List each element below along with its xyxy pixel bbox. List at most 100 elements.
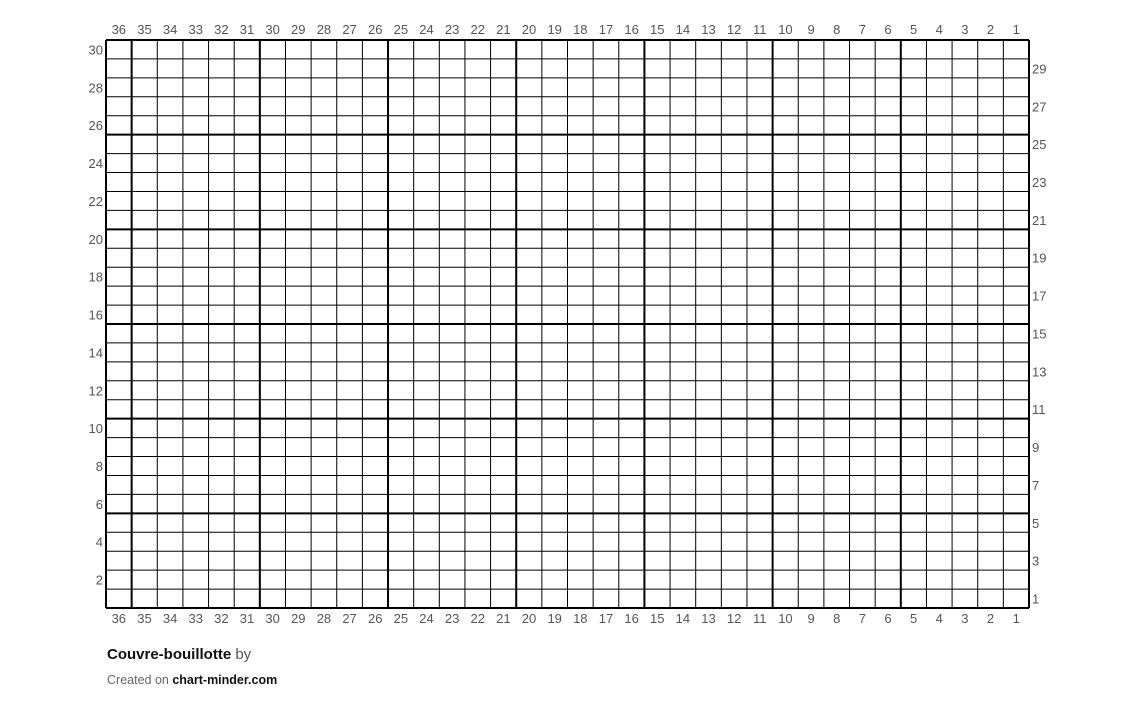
row-label-right: 17	[1032, 289, 1046, 304]
column-label-bottom: 17	[599, 611, 613, 626]
row-label-left: 2	[96, 573, 103, 588]
row-label-right: 1	[1032, 592, 1039, 607]
row-label-left: 8	[96, 459, 103, 474]
row-label-right: 3	[1032, 554, 1039, 569]
column-label-bottom: 30	[265, 611, 279, 626]
column-label-top: 8	[833, 22, 840, 37]
row-label-right: 15	[1032, 326, 1046, 341]
created-on-text: Created on	[107, 673, 169, 687]
column-label-top: 22	[471, 22, 485, 37]
column-label-top: 26	[368, 22, 382, 37]
column-label-bottom: 10	[778, 611, 792, 626]
column-label-top: 31	[240, 22, 254, 37]
column-label-bottom: 12	[727, 611, 741, 626]
row-label-right: 25	[1032, 137, 1046, 152]
row-label-right: 13	[1032, 364, 1046, 379]
column-label-bottom: 13	[701, 611, 715, 626]
column-label-top: 2	[987, 22, 994, 37]
column-label-top: 20	[522, 22, 536, 37]
column-label-bottom: 9	[807, 611, 814, 626]
column-label-bottom: 33	[189, 611, 203, 626]
credit-line: Created on chart-minder.com	[107, 673, 277, 687]
column-label-bottom: 4	[936, 611, 943, 626]
column-label-bottom: 22	[471, 611, 485, 626]
column-label-top: 13	[701, 22, 715, 37]
column-label-top: 6	[884, 22, 891, 37]
column-label-bottom: 2	[987, 611, 994, 626]
row-label-left: 18	[89, 270, 103, 285]
column-label-top: 9	[807, 22, 814, 37]
column-label-top: 24	[419, 22, 433, 37]
column-label-top: 21	[496, 22, 510, 37]
row-label-left: 10	[89, 421, 103, 436]
chart-title: Couvre-bouillotte by	[107, 646, 251, 663]
row-label-right: 29	[1032, 61, 1046, 76]
column-label-bottom: 19	[547, 611, 561, 626]
column-label-bottom: 8	[833, 611, 840, 626]
column-label-bottom: 7	[859, 611, 866, 626]
row-label-left: 24	[89, 156, 103, 171]
column-label-top: 35	[137, 22, 151, 37]
row-label-left: 22	[89, 194, 103, 209]
column-label-bottom: 11	[753, 611, 767, 626]
row-label-right: 7	[1032, 478, 1039, 493]
column-label-top: 19	[547, 22, 561, 37]
column-label-bottom: 31	[240, 611, 254, 626]
column-label-bottom: 1	[1013, 611, 1020, 626]
column-label-bottom: 16	[624, 611, 638, 626]
column-label-bottom: 27	[342, 611, 356, 626]
row-label-right: 11	[1032, 402, 1046, 417]
column-label-top: 3	[961, 22, 968, 37]
column-label-top: 30	[265, 22, 279, 37]
column-label-top: 7	[859, 22, 866, 37]
column-label-bottom: 18	[573, 611, 587, 626]
row-label-left: 4	[96, 535, 103, 550]
column-label-top: 25	[394, 22, 408, 37]
column-label-top: 12	[727, 22, 741, 37]
row-label-left: 30	[89, 42, 103, 57]
column-label-bottom: 28	[317, 611, 331, 626]
row-label-right: 27	[1032, 99, 1046, 114]
column-label-bottom: 36	[112, 611, 126, 626]
row-label-right: 21	[1032, 213, 1046, 228]
column-label-top: 14	[676, 22, 690, 37]
column-label-top: 34	[163, 22, 177, 37]
column-label-top: 10	[778, 22, 792, 37]
column-label-top: 32	[214, 22, 228, 37]
row-label-right: 9	[1032, 440, 1039, 455]
column-label-bottom: 26	[368, 611, 382, 626]
row-label-right: 19	[1032, 251, 1046, 266]
column-label-top: 17	[599, 22, 613, 37]
column-label-top: 29	[291, 22, 305, 37]
row-label-right: 23	[1032, 175, 1046, 190]
site-link[interactable]: chart-minder.com	[172, 673, 278, 687]
column-label-top: 4	[936, 22, 943, 37]
column-label-top: 15	[650, 22, 664, 37]
column-label-bottom: 32	[214, 611, 228, 626]
column-label-bottom: 20	[522, 611, 536, 626]
chart-title-text: Couvre-bouillotte	[107, 646, 232, 663]
row-label-left: 14	[89, 345, 103, 360]
row-label-left: 28	[89, 80, 103, 95]
column-label-bottom: 21	[496, 611, 510, 626]
column-label-top: 33	[189, 22, 203, 37]
column-label-top: 16	[624, 22, 638, 37]
column-label-bottom: 34	[163, 611, 177, 626]
column-label-bottom: 15	[650, 611, 664, 626]
column-label-top: 23	[445, 22, 459, 37]
column-label-top: 28	[317, 22, 331, 37]
chart-author-by: by	[235, 646, 252, 663]
column-label-top: 5	[910, 22, 917, 37]
row-label-left: 16	[89, 308, 103, 323]
column-label-bottom: 6	[884, 611, 891, 626]
column-label-bottom: 23	[445, 611, 459, 626]
row-label-left: 6	[96, 497, 103, 512]
column-label-bottom: 3	[961, 611, 968, 626]
column-label-top: 27	[342, 22, 356, 37]
column-label-bottom: 24	[419, 611, 433, 626]
column-label-top: 36	[112, 22, 126, 37]
column-label-bottom: 25	[394, 611, 408, 626]
knitting-chart: 3636353534343333323231313030292928282727…	[89, 22, 1047, 626]
row-label-right: 5	[1032, 516, 1039, 531]
column-label-top: 11	[753, 22, 767, 37]
